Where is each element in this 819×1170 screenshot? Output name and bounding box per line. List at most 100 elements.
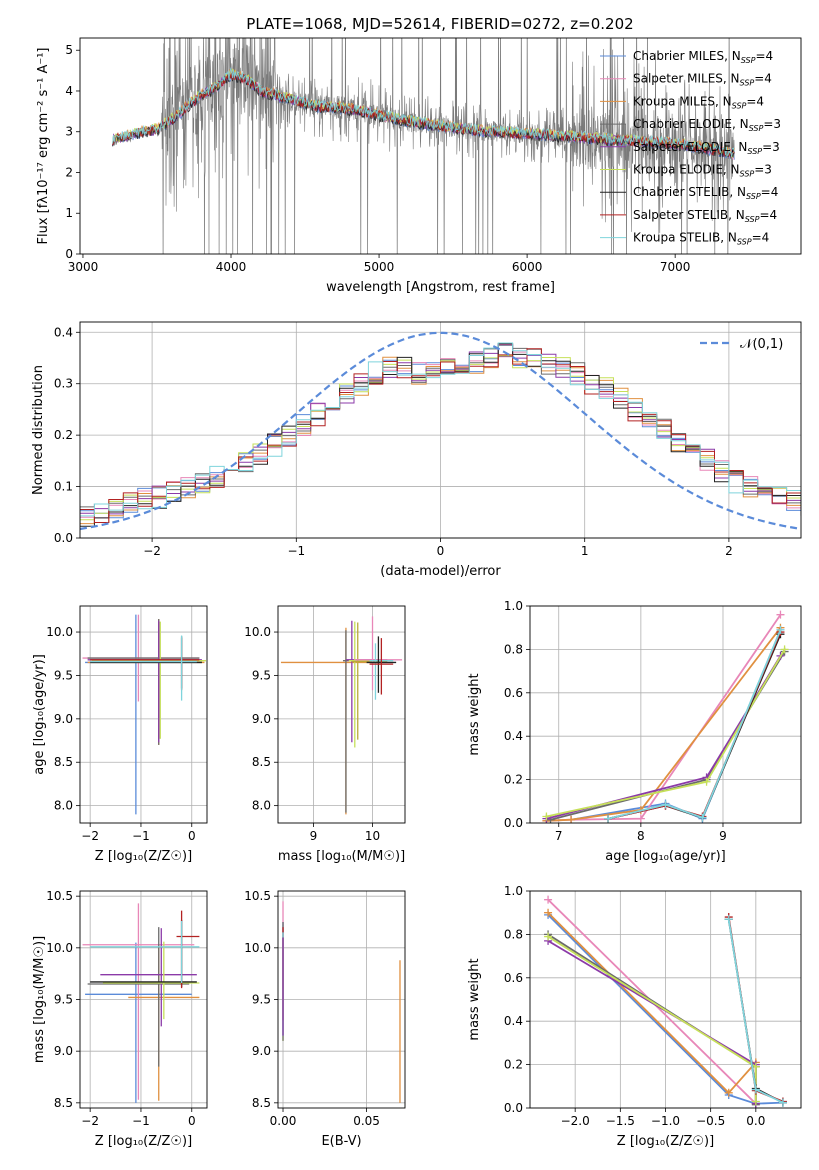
y-tick-label: 9.5	[252, 668, 271, 682]
y-tick-label: 10.0	[46, 941, 73, 955]
grid	[530, 890, 801, 1109]
error-point	[369, 638, 394, 695]
chart-weight_vs_Z: −2.0 −1.5 −1.0 −0.5 0.0 0.0 0.2 0.4 0.6 0.8 1.0 Z […	[467, 884, 802, 1149]
x-axis-label: Z [log₁₀(Z/Z☉)]	[617, 1134, 714, 1149]
y-tick-label: 8.0	[54, 799, 73, 813]
weight-line	[547, 940, 757, 1104]
grid	[80, 322, 801, 539]
x-tick-label: 2	[725, 544, 733, 558]
x-axis-label: wavelength [Angstrom, rest frame]	[326, 280, 555, 295]
weight-marker	[542, 812, 551, 821]
y-tick-label: 9.5	[54, 993, 73, 1007]
chart-age_vs_mass: 9 10 8.0 8.5 9.0 9.5 10.0 mass [log₁₀(M/M☉)]	[244, 605, 406, 864]
y-tick-label: 8.5	[252, 755, 271, 769]
y-axis-label: mass weight	[467, 673, 482, 755]
y-tick-label: 0.2	[504, 1058, 523, 1072]
y-tick-label: 0.3	[54, 377, 73, 391]
y-tick-label: 3	[65, 125, 73, 139]
y-tick-label: 1.0	[504, 884, 523, 898]
legend-label: Chabrier ELODIE, NSSP=3	[633, 117, 781, 133]
x-tick-label: −1.5	[606, 1114, 635, 1128]
weight-marker	[544, 895, 553, 904]
error-point	[280, 627, 382, 815]
weight-marker	[776, 625, 785, 634]
chart-mass_vs_ebv: 0.00 0.05 8.5 9.0 9.5 10.0 10.5 E(B-V)	[244, 889, 406, 1149]
plot-area	[280, 616, 403, 815]
y-axis-label: Normed distribution	[31, 365, 46, 495]
model-line	[112, 66, 735, 157]
y-tick-label: 0.8	[504, 927, 523, 941]
legend-label: Chabrier STELIB, NSSP=4	[633, 185, 778, 201]
y-tick-label: 8.5	[54, 1096, 73, 1110]
x-tick-label: 1	[581, 544, 589, 558]
axes-frame	[277, 890, 406, 1109]
x-tick-label: 0.0	[746, 1114, 765, 1128]
legend-label: Chabrier MILES, NSSP=4	[633, 49, 773, 65]
histogram-step	[80, 351, 801, 519]
error-point	[102, 941, 200, 1020]
weight-marker	[544, 908, 553, 917]
y-tick-label: 10.5	[244, 889, 271, 903]
legend-label: Kroupa MILES, NSSP=4	[633, 94, 764, 110]
y-tick-label: 0.4	[54, 325, 73, 339]
weight-marker	[780, 645, 789, 654]
error-point	[176, 910, 200, 989]
y-tick-label: 1.0	[504, 599, 523, 613]
error-point	[82, 903, 195, 1100]
y-tick-label: 0	[65, 247, 73, 261]
y-tick-label: 10.0	[244, 625, 271, 639]
axes: 0.00 0.05 8.5 9.0 9.5 10.0 10.5 E(B-V)	[244, 889, 406, 1149]
plot-area	[82, 903, 200, 1103]
x-tick-label: 6000	[512, 260, 543, 274]
error-point	[90, 635, 197, 701]
grid	[80, 891, 207, 1108]
histogram-step	[80, 347, 801, 517]
weight-line	[547, 912, 757, 1104]
weight-marker	[544, 932, 553, 941]
axes: 7 8 9 0.0 0.2 0.4 0.6 0.8 1.0 age [log₁₀(age/yr)]…	[467, 599, 802, 864]
y-tick-label: 4	[65, 84, 73, 98]
y-tick-label: 0.4	[504, 729, 523, 743]
x-tick-label: −2	[143, 544, 161, 558]
x-tick-label: 4000	[216, 260, 247, 274]
y-tick-label: 9.0	[252, 1044, 271, 1058]
weight-marker	[724, 915, 733, 924]
error-point	[342, 630, 349, 813]
y-axis-label: mass [log₁₀(M/M☉)]	[32, 936, 47, 1063]
y-tick-label: 10.0	[244, 941, 271, 955]
axes-frame	[79, 890, 208, 1109]
error-point	[90, 638, 200, 691]
x-tick-label: 0	[188, 829, 196, 843]
legend-label: Salpeter STELIB, NSSP=4	[633, 208, 777, 224]
y-axis-label: age [log₁₀(age/yr)]	[32, 654, 47, 775]
error-point	[91, 621, 206, 739]
x-tick-label: 9	[310, 829, 318, 843]
y-tick-label: 0.4	[504, 1014, 523, 1028]
error-point	[85, 614, 202, 815]
plot-area	[80, 331, 801, 531]
x-tick-label: 0.00	[270, 1114, 297, 1128]
x-tick-label: 10	[365, 829, 380, 843]
legend-label: Kroupa ELODIE, NSSP=3	[633, 163, 772, 179]
y-tick-label: 0.0	[54, 531, 73, 545]
weight-line	[550, 651, 786, 821]
x-tick-label: −1	[132, 829, 150, 843]
x-tick-label: 0	[188, 1114, 196, 1128]
y-axis-label: mass weight	[467, 958, 482, 1040]
x-axis-label: Z [log₁₀(Z/Z☉)]	[95, 1134, 192, 1149]
figure-title: PLATE=1068, MJD=52614, FIBERID=0272, z=0…	[246, 15, 633, 33]
y-tick-label: 8.5	[54, 755, 73, 769]
error-point	[100, 928, 197, 1027]
weight-line	[546, 655, 782, 820]
axes: −2 −1 0 8.0 8.5 9.0 9.5 10.0 Z [log₁₀(Z/Z☉)] age …	[32, 605, 208, 864]
weight-line	[546, 627, 782, 822]
chart-mass_vs_Z: −2 −1 0 8.5 9.0 9.5 10.0 10.5 Z [log₁₀(Z/Z☉)] mas…	[32, 889, 208, 1149]
y-tick-label: 9.5	[252, 993, 271, 1007]
x-tick-label: −1	[132, 1114, 150, 1128]
y-tick-label: 8.0	[252, 799, 271, 813]
x-tick-label: −0.5	[696, 1114, 725, 1128]
axes: 3000 4000 5000 6000 7000 0 1 2 3 4 5 wavelength [An…	[36, 37, 802, 295]
histogram-step	[80, 342, 801, 517]
plot-area	[282, 901, 401, 1103]
